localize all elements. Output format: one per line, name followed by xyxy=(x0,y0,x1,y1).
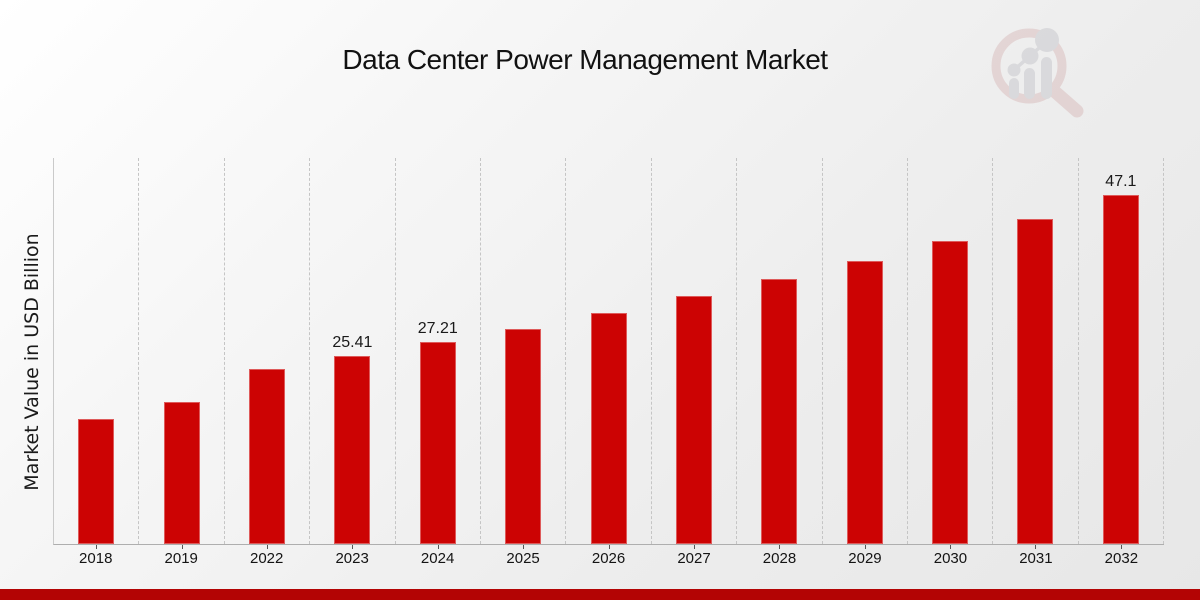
category-cell-2029 xyxy=(823,158,908,549)
x-axis-tick xyxy=(864,545,866,549)
bar-2026 xyxy=(590,312,627,544)
chart-title: Data Center Power Management Market xyxy=(342,44,828,75)
plot-area: 25.41 27.21 47.1 xyxy=(53,158,1165,549)
category-cell-2022 xyxy=(225,158,311,549)
x-axis-label-2019: 2019 xyxy=(164,550,198,567)
x-axis-label-2025: 2025 xyxy=(506,550,540,567)
x-axis-label-2027: 2027 xyxy=(677,550,711,567)
category-cell-2031 xyxy=(993,158,1079,549)
bar-2032 xyxy=(1102,194,1139,544)
x-axis-tick xyxy=(352,545,354,549)
bar-2025 xyxy=(505,329,542,544)
x-axis-tick xyxy=(693,545,695,549)
x-axis-tick xyxy=(779,545,781,549)
category-cell-2027 xyxy=(652,158,738,549)
bar-2031 xyxy=(1017,219,1054,544)
bar-2023 xyxy=(334,355,371,544)
magnifier-bar-chart-logo xyxy=(991,28,1084,118)
bar-value-label-2024: 27.21 xyxy=(417,320,458,338)
x-axis-label-2030: 2030 xyxy=(933,550,968,567)
category-cell-2028 xyxy=(737,158,823,549)
x-axis-label-2023: 2023 xyxy=(335,550,369,567)
footer-accent-bar xyxy=(0,589,1200,600)
category-cell-2018 xyxy=(54,158,140,549)
bar-2028 xyxy=(761,278,798,544)
x-axis-tick xyxy=(1035,545,1037,549)
x-axis-labels: 2018 2019 2022 2023 2024 2025 2026 2027 2028 2029… xyxy=(53,550,1164,567)
x-axis-label-2029: 2029 xyxy=(848,550,882,567)
x-axis-tick xyxy=(1120,545,1122,549)
x-axis-tick xyxy=(266,545,268,549)
x-axis-tick xyxy=(96,545,98,549)
category-cell-2032: 47.1 xyxy=(1079,158,1165,549)
x-axis-label-2026: 2026 xyxy=(591,550,626,567)
x-axis-label-2028: 2028 xyxy=(762,550,797,567)
category-cell-2023: 25.41 xyxy=(310,158,396,549)
bar-value-label-2032: 47.1 xyxy=(1105,172,1137,190)
bar-2029 xyxy=(846,260,883,544)
bar-2019 xyxy=(163,401,200,544)
bar-2022 xyxy=(248,369,285,544)
bar-value-label-2023: 25.41 xyxy=(332,333,373,351)
x-axis-tick xyxy=(523,545,525,549)
x-axis-tick xyxy=(608,545,610,549)
bar-2024 xyxy=(419,342,456,544)
category-cell-2025 xyxy=(481,158,567,549)
x-axis-tick xyxy=(950,545,952,549)
bar-2018 xyxy=(78,418,115,544)
x-axis-tick xyxy=(181,545,183,549)
bar-2027 xyxy=(675,295,712,544)
category-cell-2019 xyxy=(139,158,225,549)
bar-2030 xyxy=(932,240,969,544)
x-axis-label-2022: 2022 xyxy=(249,550,284,567)
x-axis-label-2031: 2031 xyxy=(1019,550,1053,567)
category-cell-2030 xyxy=(908,158,994,549)
x-axis-label-2024: 2024 xyxy=(420,550,455,567)
category-cell-2024: 27.21 xyxy=(396,158,481,549)
x-axis-tick xyxy=(437,545,439,549)
category-cell-2026 xyxy=(566,158,652,549)
y-axis-label: Market Value in USD Billion xyxy=(21,233,43,491)
x-axis-label-2018: 2018 xyxy=(79,550,113,567)
x-axis-label-2032: 2032 xyxy=(1104,550,1139,567)
